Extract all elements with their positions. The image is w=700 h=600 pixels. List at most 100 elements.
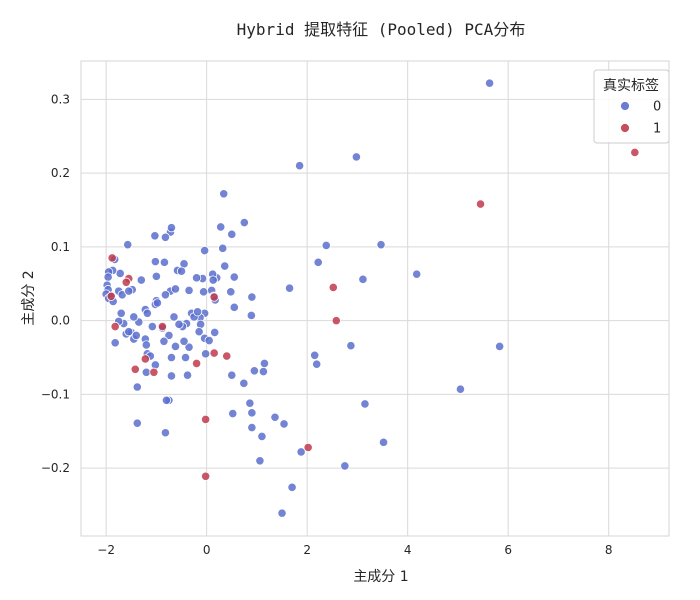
data-point-label-0 <box>340 461 350 471</box>
data-point-label-0 <box>287 482 297 492</box>
data-point-label-0 <box>484 78 495 88</box>
data-point-label-0 <box>295 161 305 171</box>
data-point-label-0 <box>277 508 287 518</box>
data-point-label-0 <box>159 257 170 267</box>
data-point-label-0 <box>229 272 239 282</box>
data-point-label-0 <box>210 327 220 338</box>
data-point-label-0 <box>152 298 162 308</box>
data-point-label-0 <box>228 408 238 419</box>
y-tick-label: −0.1 <box>41 387 70 401</box>
data-point-label-0 <box>166 223 177 233</box>
data-point-label-0 <box>258 366 269 377</box>
data-point-label-0 <box>239 217 249 228</box>
data-point-label-0 <box>132 382 142 392</box>
data-point-label-0 <box>220 261 230 271</box>
legend-label: 0 <box>653 100 661 115</box>
data-point-label-0 <box>321 240 331 250</box>
data-point-label-0 <box>376 240 386 250</box>
legend-marker <box>620 123 630 133</box>
data-point-label-1 <box>157 321 168 332</box>
data-point-label-0 <box>132 418 142 428</box>
data-point-label-0 <box>310 350 320 360</box>
data-point-label-0 <box>161 395 172 405</box>
data-point-label-0 <box>257 431 267 442</box>
data-point-label-0 <box>123 240 133 250</box>
data-point-label-0 <box>184 342 194 352</box>
legend-label: 1 <box>653 122 661 137</box>
data-point-label-0 <box>124 286 134 296</box>
data-point-label-0 <box>201 349 211 359</box>
data-point-label-0 <box>116 308 126 318</box>
data-point-label-1 <box>303 442 313 453</box>
x-axis-label: 主成分 1 <box>353 569 408 585</box>
data-point-label-1 <box>331 316 341 326</box>
data-point-label-0 <box>160 428 171 438</box>
data-point-label-0 <box>245 398 255 408</box>
x-tick-label: −2 <box>97 543 115 557</box>
data-point-label-1 <box>630 147 640 158</box>
data-point-label-0 <box>255 456 265 466</box>
data-point-label-0 <box>227 229 237 239</box>
data-point-label-0 <box>229 302 239 312</box>
data-point-label-0 <box>166 352 177 363</box>
data-point-label-0 <box>147 321 157 332</box>
data-point-label-1 <box>475 199 486 209</box>
y-axis-label: 主成分 2 <box>21 270 37 325</box>
data-point-label-0 <box>192 307 203 317</box>
data-point-label-0 <box>160 232 171 242</box>
data-point-label-0 <box>150 360 160 370</box>
y-tick-label: 0.3 <box>51 92 70 106</box>
data-point-label-0 <box>141 340 151 350</box>
data-point-label-0 <box>358 274 368 284</box>
data-point-label-0 <box>164 330 174 340</box>
y-tick-label: −0.2 <box>41 461 70 475</box>
legend-marker <box>620 101 630 111</box>
data-point-label-0 <box>279 419 289 429</box>
data-point-label-0 <box>142 308 152 318</box>
data-point-label-0 <box>360 399 370 409</box>
data-point-label-1 <box>121 277 131 287</box>
data-point-label-0 <box>150 231 160 241</box>
data-point-label-0 <box>219 189 229 199</box>
data-point-label-0 <box>208 275 218 285</box>
data-point-label-1 <box>201 414 211 425</box>
data-point-label-0 <box>136 275 146 285</box>
data-point-label-1 <box>209 292 219 302</box>
data-point-label-0 <box>170 284 181 294</box>
data-points <box>101 78 640 518</box>
data-point-label-0 <box>129 312 139 322</box>
data-point-label-0 <box>247 422 257 433</box>
data-point-label-1 <box>106 291 116 301</box>
legend-entries: 01 <box>620 100 661 137</box>
data-point-label-0 <box>196 319 206 329</box>
data-point-label-0 <box>184 285 194 295</box>
data-point-label-0 <box>313 257 323 267</box>
data-point-label-0 <box>218 243 228 253</box>
data-point-label-1 <box>222 351 232 361</box>
legend-title: 真实标签 <box>603 77 659 94</box>
data-point-label-1 <box>130 364 140 374</box>
data-point-label-1 <box>110 321 120 332</box>
data-point-label-0 <box>346 341 356 351</box>
data-point-label-0 <box>455 384 466 394</box>
data-point-label-0 <box>378 437 389 447</box>
data-point-label-0 <box>124 327 134 337</box>
data-point-label-1 <box>107 253 117 263</box>
data-point-label-0 <box>159 336 169 346</box>
data-point-label-0 <box>182 370 193 380</box>
data-point-label-0 <box>249 366 259 376</box>
data-point-label-0 <box>176 266 187 276</box>
chart-title: Hybrid 提取特征 (Pooled) PCA分布 <box>237 20 526 39</box>
data-point-label-1 <box>209 348 219 358</box>
data-point-label-0 <box>259 358 270 369</box>
data-point-label-0 <box>351 152 362 162</box>
data-point-label-0 <box>179 336 189 346</box>
legend: 真实标签 01 <box>593 69 670 144</box>
data-point-label-0 <box>151 271 161 281</box>
data-point-label-0 <box>312 359 322 369</box>
data-point-label-1 <box>201 471 211 481</box>
y-tick-label: 0.1 <box>51 240 70 254</box>
y-axis-ticks: −0.2 −0.1 0.0 0.1 0.2 0.3 <box>41 92 70 475</box>
data-point-label-0 <box>226 287 236 297</box>
